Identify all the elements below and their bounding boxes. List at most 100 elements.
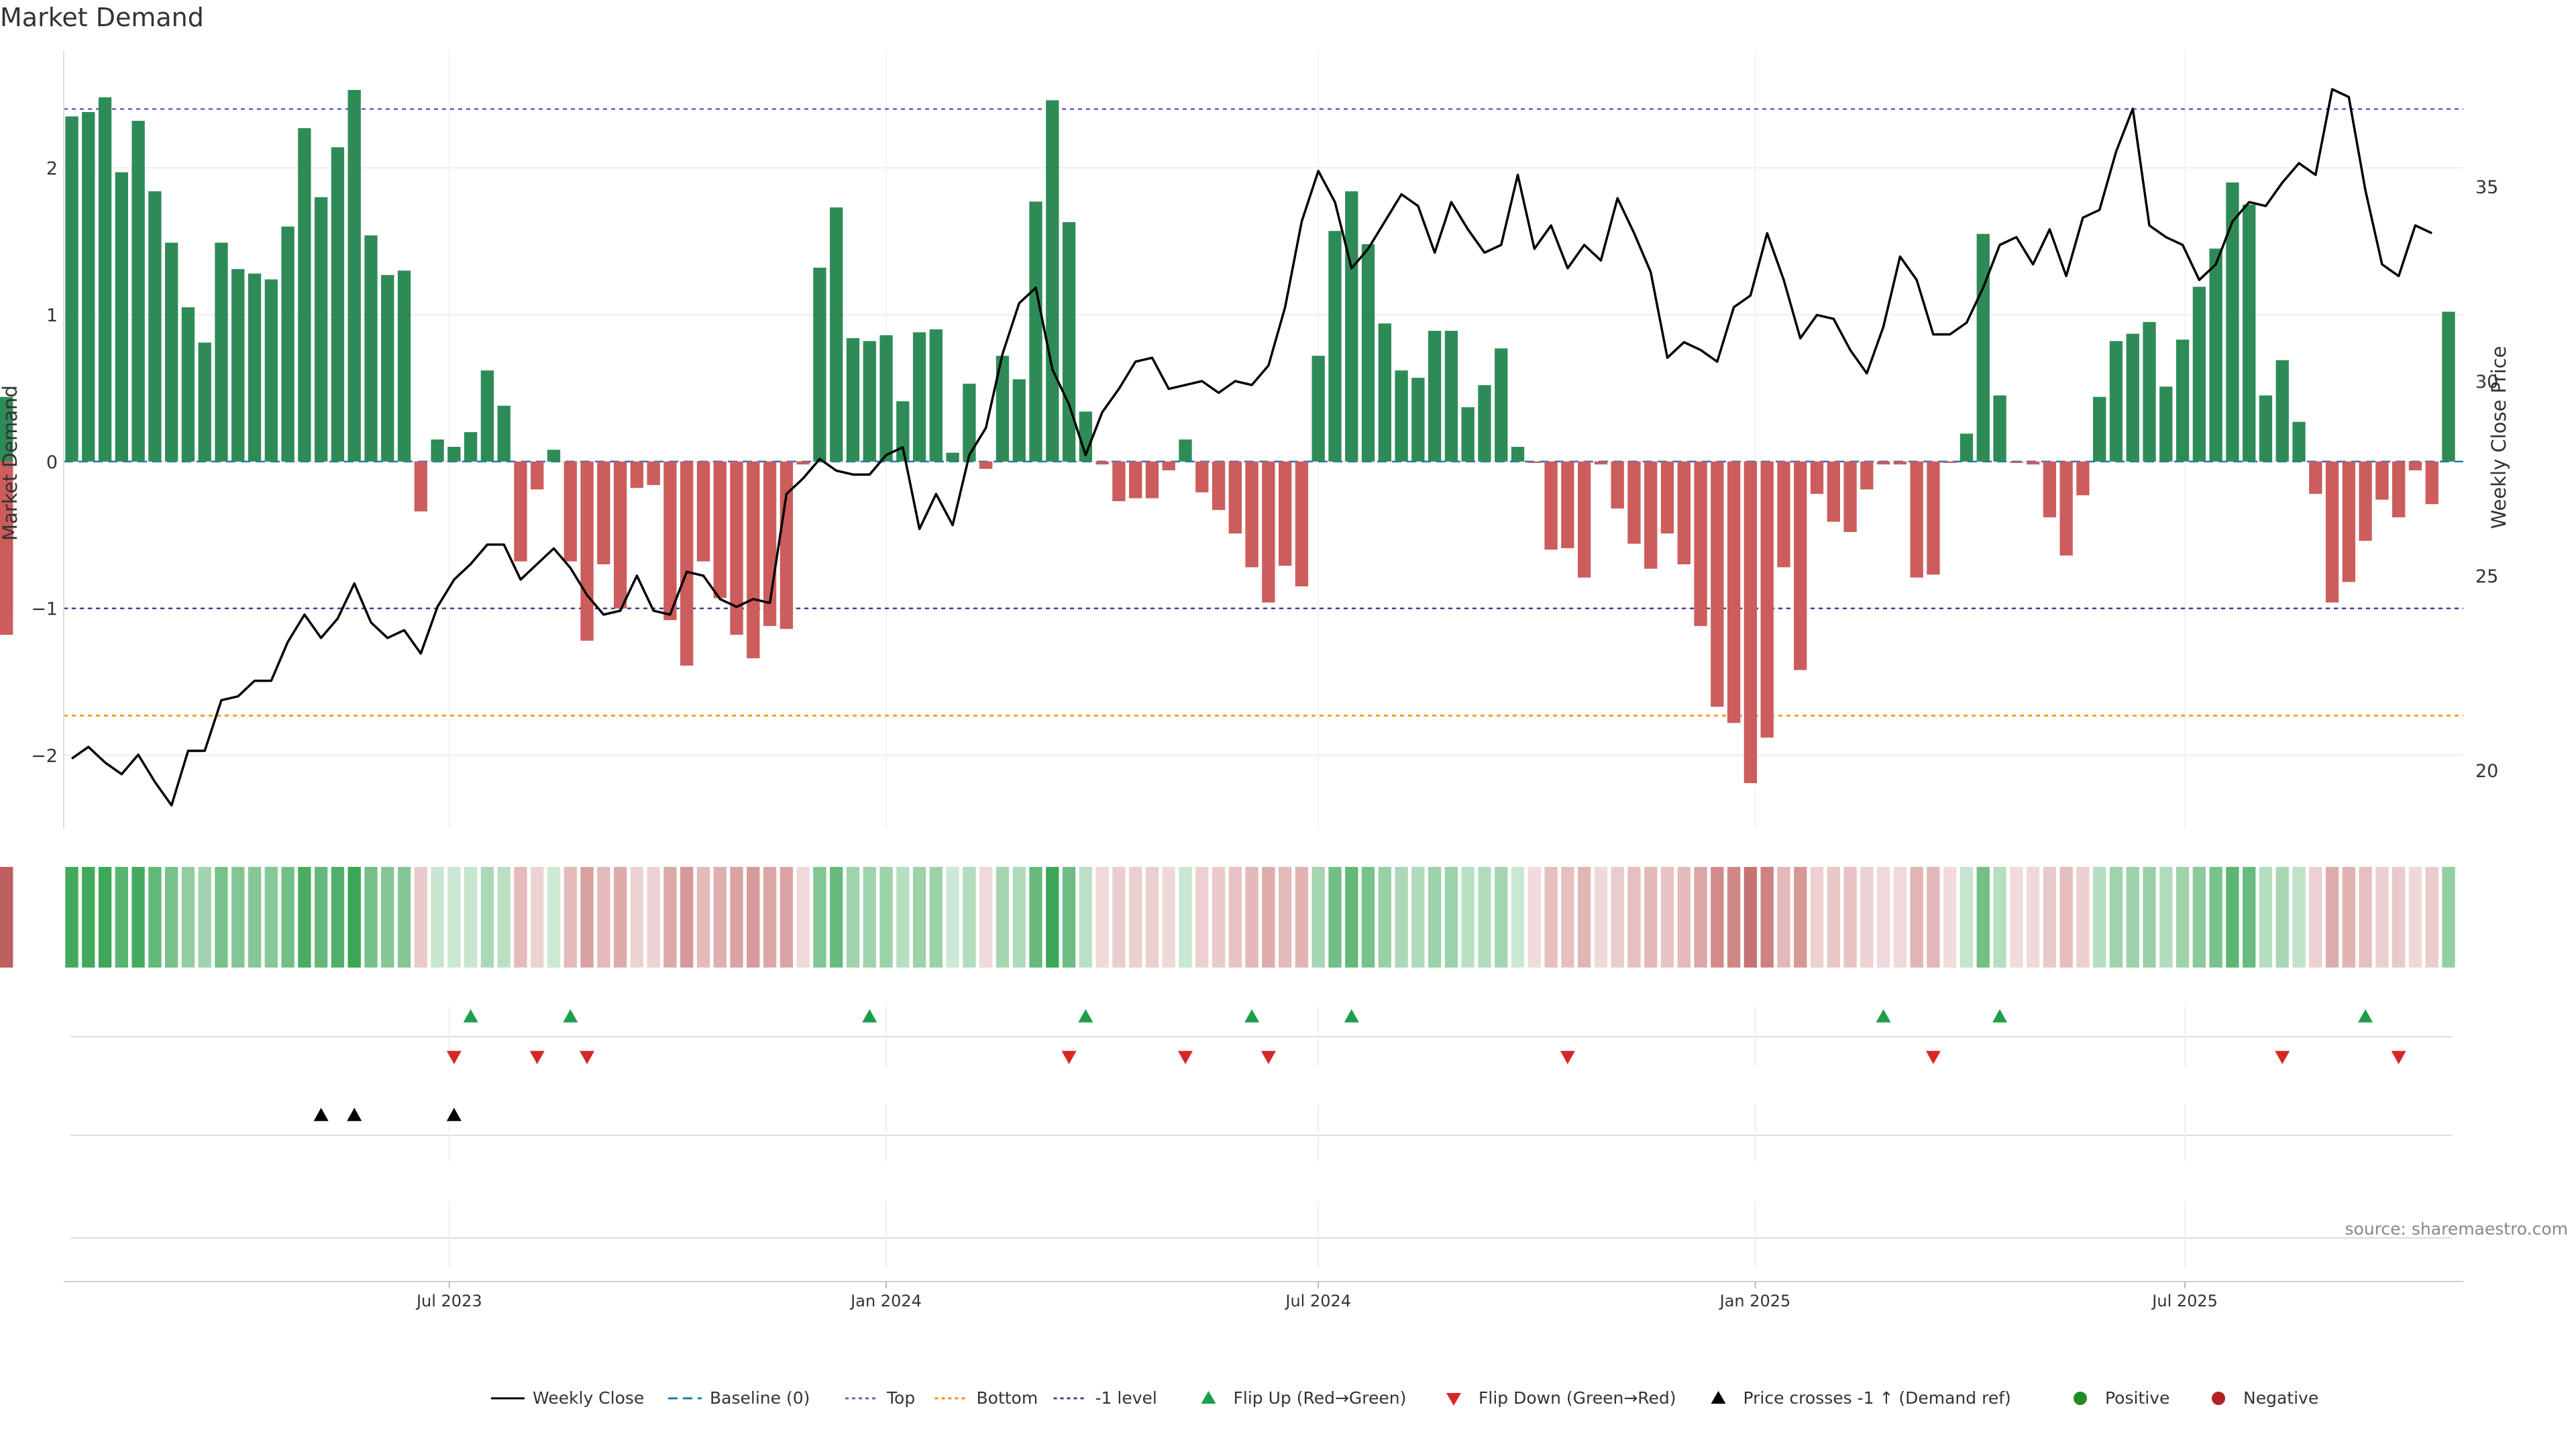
- flip-down-marker: [529, 1051, 545, 1064]
- strip-cell: [314, 867, 328, 968]
- demand-bar: [1910, 461, 1923, 578]
- strip-cell: [2275, 867, 2289, 968]
- strip-cell: [1228, 867, 1242, 968]
- demand-bar: [364, 235, 378, 462]
- strip-cell: [2109, 867, 2123, 968]
- strip-cell: [1694, 867, 1707, 968]
- strip-cell: [696, 867, 710, 968]
- demand-bar: [1993, 395, 2006, 462]
- strip-cell: [65, 867, 78, 968]
- demand-bar: [996, 356, 1010, 462]
- strip-cell: [2059, 867, 2073, 968]
- demand-bar: [65, 116, 78, 462]
- demand-bar: [1029, 201, 1042, 462]
- demand-bar: [1577, 461, 1591, 578]
- strip-cell: [1843, 867, 1857, 968]
- flip-down-marker: [446, 1051, 462, 1064]
- demand-bar: [1162, 461, 1175, 470]
- legend-label: -1 level: [1095, 1388, 1157, 1408]
- strip-cell: [547, 867, 561, 968]
- strip-cell: [1145, 867, 1159, 968]
- y-tick-label: −1: [31, 599, 58, 620]
- demand-bar: [1295, 461, 1309, 586]
- demand-bar: [1694, 461, 1707, 626]
- strip-cell: [0, 867, 13, 968]
- legend-label: Weekly Close: [533, 1388, 644, 1408]
- strip-cell: [663, 867, 677, 968]
- demand-bar: [82, 111, 95, 462]
- strip-cell: [1245, 867, 1258, 968]
- legend-label: Baseline (0): [710, 1388, 810, 1408]
- demand-bar: [879, 335, 893, 462]
- demand-bar: [830, 207, 843, 462]
- y2-axis-label: Weekly Close Price: [2487, 346, 2510, 529]
- flip-up-marker: [563, 1009, 578, 1023]
- strip-cell: [2442, 867, 2455, 968]
- demand-bar: [613, 461, 627, 609]
- demand-heat-strip: [0, 867, 2455, 968]
- legend-item: Weekly Close: [491, 1388, 644, 1408]
- demand-bar: [2375, 461, 2389, 500]
- strip-cell: [215, 867, 228, 968]
- strip-cell: [647, 867, 660, 968]
- demand-bar: [1245, 461, 1258, 568]
- strip-cell: [2243, 867, 2256, 968]
- demand-bar: [2325, 461, 2339, 603]
- demand-bar: [1660, 461, 1674, 534]
- demand-bar: [2275, 360, 2289, 462]
- strip-cell: [763, 867, 777, 968]
- demand-bar: [2010, 461, 2023, 464]
- strip-cell: [347, 867, 361, 968]
- weekly-close-polyline: [70, 88, 2432, 807]
- strip-cell: [531, 867, 544, 968]
- strip-cell: [281, 867, 294, 968]
- y-tick-label: −2: [31, 746, 58, 767]
- strip-cell: [1279, 867, 1292, 968]
- legend-swatch-triangle: [1711, 1391, 1726, 1404]
- strip-cell: [963, 867, 976, 968]
- flip-down-marker: [1178, 1051, 1193, 1064]
- strip-cell: [713, 867, 727, 968]
- demand-bar: [1495, 348, 1508, 462]
- demand-bar: [1012, 379, 1026, 462]
- demand-bar: [1677, 461, 1690, 565]
- strip-cell: [1395, 867, 1408, 968]
- demand-bar: [1976, 234, 1990, 462]
- demand-bar: [580, 461, 594, 641]
- strip-cell: [680, 867, 694, 968]
- strip-cell: [381, 867, 394, 968]
- strip-cell: [1810, 867, 1824, 968]
- demand-bar: [215, 242, 228, 462]
- legend-label: Price crosses -1 ↑ (Demand ref): [1743, 1388, 2011, 1408]
- price-cross-marker: [313, 1108, 329, 1121]
- y-axis-label: Market Demand: [0, 385, 21, 541]
- demand-bar: [397, 270, 411, 462]
- demand-bar: [1145, 461, 1159, 499]
- strip-cell: [1478, 867, 1491, 968]
- demand-bar: [497, 405, 511, 462]
- demand-bar: [1561, 461, 1574, 548]
- demand-bar: [1095, 461, 1109, 465]
- demand-bar: [1228, 461, 1242, 534]
- demand-bar: [1262, 461, 1275, 603]
- strip-cell: [1345, 867, 1358, 968]
- strip-cell: [2159, 867, 2173, 968]
- strip-cell: [1777, 867, 1790, 968]
- demand-bar: [198, 342, 211, 462]
- y2-tick-label: 20: [2475, 761, 2498, 782]
- legend-swatch-triangle: [1446, 1393, 1461, 1406]
- demand-bar: [1827, 461, 1840, 522]
- demand-bar: [1428, 331, 1442, 462]
- legend-label: Bottom: [977, 1388, 1038, 1408]
- y-tick-label: 1: [46, 305, 58, 326]
- strip-cell: [1943, 867, 1957, 968]
- strip-cell: [1495, 867, 1508, 968]
- demand-bar: [2309, 461, 2322, 494]
- strip-cell: [1328, 867, 1342, 968]
- strip-cell: [2342, 867, 2356, 968]
- strip-cell: [1029, 867, 1042, 968]
- strip-cell: [1644, 867, 1658, 968]
- demand-bar: [264, 279, 278, 462]
- demand-bar: [2342, 461, 2356, 582]
- strip-cell: [796, 867, 810, 968]
